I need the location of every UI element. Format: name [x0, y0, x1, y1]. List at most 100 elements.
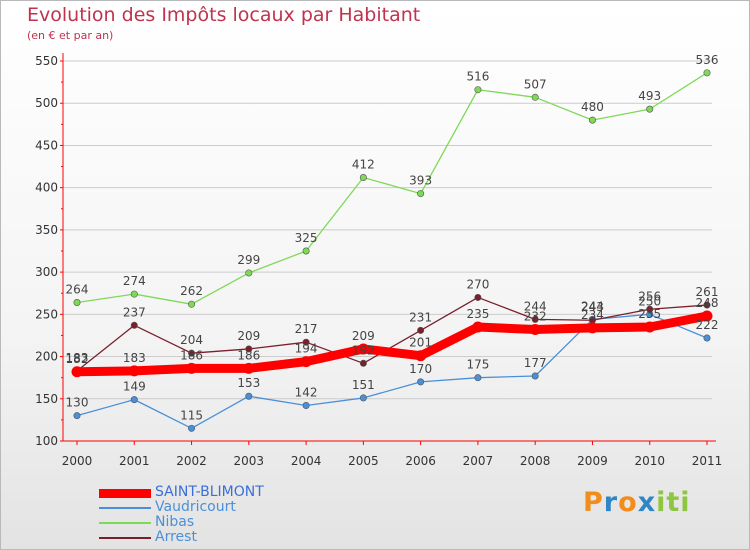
data-point	[417, 326, 425, 334]
y-tick-label: 150	[35, 392, 58, 406]
legend-swatch	[99, 507, 151, 509]
x-tick-label: 2001	[119, 454, 150, 468]
y-tick-label: 550	[35, 54, 58, 68]
data-point	[186, 362, 198, 374]
data-label: 235	[638, 307, 661, 321]
chart-title: Evolution des Impôts locaux par Habitant	[27, 4, 421, 26]
data-label: 261	[696, 285, 719, 299]
data-label: 217	[295, 322, 318, 336]
data-label: 232	[524, 310, 547, 324]
proxiti-logo: Proxiti	[583, 487, 691, 518]
data-point	[417, 190, 425, 198]
data-label: 204	[180, 333, 203, 347]
data-point	[300, 356, 312, 368]
data-point	[588, 116, 596, 124]
data-point	[302, 338, 310, 346]
data-label: 256	[638, 289, 661, 303]
legend-label: SAINT-BLIMONT	[155, 484, 264, 500]
x-tick-label: 2005	[348, 454, 379, 468]
y-tick-label: 300	[35, 265, 58, 279]
data-label: 235	[466, 307, 489, 321]
logo-letter: i	[656, 487, 667, 518]
x-tick-label: 2008	[520, 454, 551, 468]
legend-label: Vaudricourt	[155, 499, 236, 515]
x-tick-label: 2011	[692, 454, 723, 468]
data-label: 248	[696, 296, 719, 310]
data-point	[531, 315, 539, 323]
data-point	[644, 321, 656, 333]
data-point	[417, 378, 425, 386]
data-label: 507	[524, 77, 547, 91]
y-tick-label: 100	[35, 434, 58, 448]
logo-letter: t	[666, 487, 681, 518]
x-tick-label: 2010	[634, 454, 665, 468]
data-label: 222	[696, 318, 719, 332]
data-label: 299	[237, 253, 260, 267]
data-point	[130, 290, 138, 298]
x-tick-label: 2002	[176, 454, 207, 468]
legend-label: Arrest	[155, 529, 197, 545]
data-point	[586, 322, 598, 334]
x-tick-label: 2003	[234, 454, 265, 468]
data-point	[130, 396, 138, 404]
data-point	[245, 392, 253, 400]
data-point	[529, 324, 541, 336]
data-point	[71, 366, 83, 378]
data-label: 516	[466, 70, 489, 84]
data-label: 142	[295, 386, 318, 400]
data-label: 186	[237, 348, 260, 362]
data-label: 244	[581, 299, 604, 313]
data-point	[130, 321, 138, 329]
data-label: 243	[581, 300, 604, 314]
data-point	[531, 93, 539, 101]
data-label: 480	[581, 100, 604, 114]
data-point	[359, 394, 367, 402]
series-line-arrest	[76, 296, 708, 372]
data-point	[415, 350, 427, 362]
data-label: 151	[352, 378, 375, 392]
data-point	[188, 424, 196, 432]
legend-label: Nibas	[155, 514, 195, 530]
logo-letter: i	[680, 487, 691, 518]
x-tick-label: 2006	[405, 454, 436, 468]
data-label: 209	[237, 329, 260, 343]
data-point	[243, 362, 255, 374]
data-point	[701, 310, 713, 322]
data-label: 177	[524, 356, 547, 370]
data-label: 393	[409, 174, 432, 188]
data-label: 115	[180, 408, 203, 422]
x-tick-label: 2000	[62, 454, 93, 468]
chart-subtitle: (en € et par an)	[27, 29, 114, 42]
data-label: 130	[66, 396, 89, 410]
data-point	[188, 349, 196, 357]
data-label: 170	[409, 362, 432, 376]
logo-letter: r	[603, 487, 619, 518]
data-label: 153	[237, 376, 260, 390]
data-point	[703, 334, 711, 342]
data-point	[531, 372, 539, 380]
series-line-saint-blimont	[72, 311, 712, 377]
legend-swatch	[99, 488, 151, 498]
data-label: 325	[295, 231, 318, 245]
data-point	[245, 269, 253, 277]
legend-swatch	[99, 522, 151, 524]
data-label: 201	[409, 336, 432, 350]
data-label: 493	[638, 89, 661, 103]
data-point	[302, 247, 310, 255]
data-label: 262	[180, 284, 203, 298]
data-point	[472, 321, 484, 333]
data-point	[646, 105, 654, 113]
data-point	[359, 359, 367, 367]
x-tick-label: 2007	[463, 454, 494, 468]
y-tick-label: 350	[35, 223, 58, 237]
data-label: 250	[638, 294, 661, 308]
y-tick-label: 400	[35, 181, 58, 195]
data-label: 244	[524, 299, 547, 313]
data-label: 234	[581, 308, 604, 322]
data-label: 149	[123, 380, 146, 394]
data-label: 183	[123, 351, 146, 365]
legend-swatch	[99, 537, 151, 539]
data-label: 209	[352, 329, 375, 343]
